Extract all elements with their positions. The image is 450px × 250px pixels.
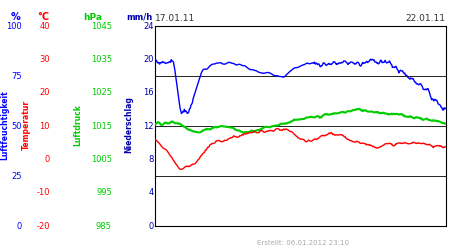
Text: 1005: 1005 bbox=[91, 155, 112, 164]
Text: 25: 25 bbox=[11, 172, 22, 181]
Text: hPa: hPa bbox=[84, 13, 103, 22]
Text: 0: 0 bbox=[17, 222, 22, 231]
Text: Luftdruck: Luftdruck bbox=[73, 104, 82, 146]
Text: 4: 4 bbox=[148, 188, 154, 198]
Text: 12: 12 bbox=[143, 122, 154, 131]
Text: 17.01.11: 17.01.11 bbox=[155, 14, 195, 23]
Text: 0: 0 bbox=[45, 155, 50, 164]
Text: 24: 24 bbox=[143, 22, 154, 31]
Text: 75: 75 bbox=[11, 72, 22, 81]
Text: 1035: 1035 bbox=[90, 55, 112, 64]
Text: -20: -20 bbox=[36, 222, 50, 231]
Text: 0: 0 bbox=[148, 222, 154, 231]
Text: 100: 100 bbox=[6, 22, 22, 31]
Text: Erstellt: 06.01.2012 23:10: Erstellt: 06.01.2012 23:10 bbox=[257, 240, 349, 246]
Text: 8: 8 bbox=[148, 155, 154, 164]
Text: 1025: 1025 bbox=[91, 88, 112, 98]
Text: %: % bbox=[11, 12, 20, 22]
Text: °C: °C bbox=[37, 12, 50, 22]
Text: mm/h: mm/h bbox=[126, 13, 153, 22]
Text: 20: 20 bbox=[39, 88, 50, 98]
Text: Temperatur: Temperatur bbox=[22, 100, 31, 150]
Text: 30: 30 bbox=[39, 55, 50, 64]
Text: Niederschlag: Niederschlag bbox=[124, 96, 133, 154]
Text: 1015: 1015 bbox=[91, 122, 112, 131]
Text: 1045: 1045 bbox=[91, 22, 112, 31]
Text: Luftfeuchtigkeit: Luftfeuchtigkeit bbox=[0, 90, 9, 160]
Text: 16: 16 bbox=[143, 88, 154, 98]
Text: 10: 10 bbox=[39, 122, 50, 131]
Text: 40: 40 bbox=[39, 22, 50, 31]
Text: -10: -10 bbox=[36, 188, 50, 198]
Text: 985: 985 bbox=[96, 222, 112, 231]
Text: 22.01.11: 22.01.11 bbox=[405, 14, 446, 23]
Text: 50: 50 bbox=[11, 122, 22, 131]
Text: 995: 995 bbox=[96, 188, 112, 198]
Text: 20: 20 bbox=[143, 55, 154, 64]
